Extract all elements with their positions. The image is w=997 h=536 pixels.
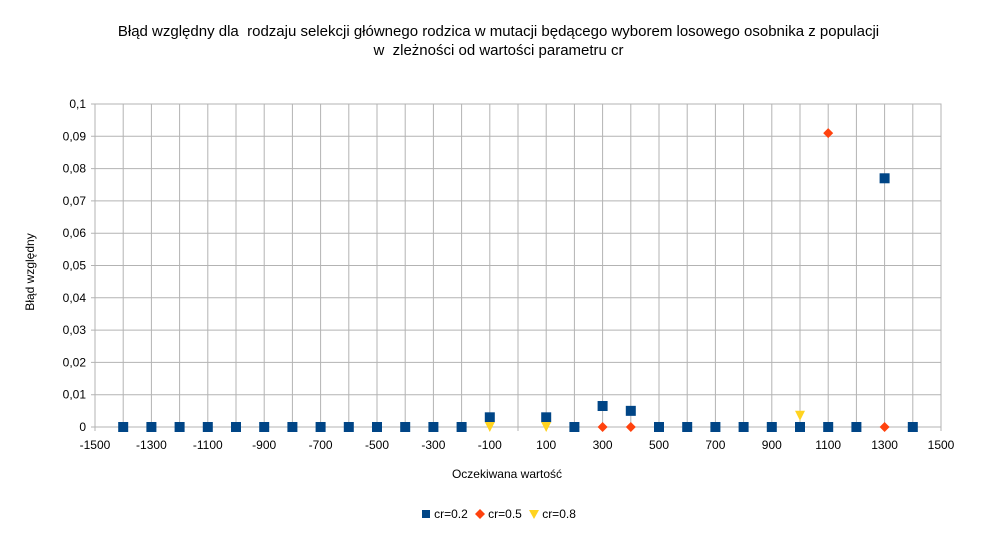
data-point-cr-0-5 xyxy=(625,422,636,432)
data-point-cr-0-2 xyxy=(231,422,241,432)
data-point-cr-0-2 xyxy=(597,401,608,412)
x-axis-label: Oczekiwana wartość xyxy=(452,467,562,481)
data-point-cr-0-2 xyxy=(343,422,354,432)
x-tick-label: -900 xyxy=(252,438,276,452)
x-tick-label: 300 xyxy=(593,438,613,452)
data-point-cr-0-5 xyxy=(823,128,834,139)
data-point-cr-0-2 xyxy=(766,422,777,432)
x-tick-label: 900 xyxy=(762,438,782,452)
data-point-cr-0-2 xyxy=(851,422,862,432)
data-point-cr-0-2 xyxy=(174,422,185,432)
legend-item-cr-0-5: cr=0.5 xyxy=(475,507,522,521)
x-tick-label: 1100 xyxy=(815,438,841,452)
legend-item-cr-0-2: cr=0.2 xyxy=(421,507,468,521)
y-tick-label: 0 xyxy=(79,420,86,434)
x-tick-label: 500 xyxy=(649,438,669,452)
data-point-cr-0-2 xyxy=(259,422,270,432)
x-tick-label: -100 xyxy=(478,438,502,452)
data-point-cr-0-2 xyxy=(823,422,834,432)
data-point-cr-0-5 xyxy=(879,422,890,432)
legend-label: cr=0.8 xyxy=(542,507,576,521)
y-tick-label: 0,01 xyxy=(63,388,87,402)
data-point-cr-0-8 xyxy=(795,410,805,421)
y-tick-label: 0,09 xyxy=(63,129,87,143)
data-point-cr-0-2 xyxy=(146,422,157,432)
y-tick-label: 0,02 xyxy=(63,355,87,369)
y-tick-label: 0,07 xyxy=(63,194,87,208)
y-tick-label: 0,05 xyxy=(63,259,87,273)
data-point-cr-0-8 xyxy=(541,422,552,432)
data-point-cr-0-2 xyxy=(287,422,298,432)
data-point-cr-0-2 xyxy=(738,422,749,432)
x-tick-label: -300 xyxy=(421,438,445,452)
x-tick-label: 1500 xyxy=(928,438,955,452)
data-point-cr-0-2 xyxy=(654,422,664,432)
chart-title-line-1: Błąd względny dla rodzaju selekcji główn… xyxy=(117,23,880,40)
y-tick-label: 0,1 xyxy=(69,97,86,111)
plot-area xyxy=(94,103,942,428)
x-tick-label: -1500 xyxy=(80,438,111,452)
data-point-cr-0-2 xyxy=(428,422,439,432)
data-point-cr-0-5 xyxy=(597,422,608,432)
legend: cr=0.2 cr=0.5 cr=0.8 xyxy=(0,507,997,522)
data-point-cr-0-2 xyxy=(879,173,890,184)
legend-label: cr=0.2 xyxy=(434,507,468,521)
x-tick-label: -700 xyxy=(309,438,333,452)
data-point-cr-0-2 xyxy=(315,422,326,432)
legend-label: cr=0.5 xyxy=(488,507,522,521)
chart-title: Błąd względny dla rodzaju selekcji główn… xyxy=(0,22,997,60)
data-point-cr-0-8 xyxy=(484,422,495,432)
chart-title-line-2: w zleżności od wartości parametru cr xyxy=(373,42,624,59)
diamond-marker-icon xyxy=(475,509,486,519)
x-tick-label: -500 xyxy=(365,438,389,452)
data-point-cr-0-2 xyxy=(456,422,467,432)
square-marker-icon xyxy=(422,510,431,518)
tick-labels: 0 0,01 0,02 0,03 0,04 0,05 0,06 0,07 0,08 0,09 0,1… xyxy=(63,97,955,452)
x-tick-label: 700 xyxy=(705,438,725,452)
data-point-cr-0-2 xyxy=(541,412,552,423)
y-tick-label: 0,03 xyxy=(63,323,87,337)
triangle-marker-icon xyxy=(529,510,540,519)
x-tick-label: -1100 xyxy=(193,438,223,452)
data-point-cr-0-2 xyxy=(625,405,636,416)
data-point-cr-0-2 xyxy=(484,412,495,423)
x-tick-label: 1300 xyxy=(871,438,898,452)
data-point-cr-0-2 xyxy=(569,422,580,432)
x-tick-label: 100 xyxy=(536,438,556,452)
legend-item-cr-0-8: cr=0.8 xyxy=(529,507,576,521)
grid xyxy=(91,103,942,431)
y-axis-label: Błąd względny xyxy=(23,233,37,310)
data-point-cr-0-2 xyxy=(710,422,721,432)
axes xyxy=(94,103,942,428)
data-point-cr-0-2 xyxy=(682,422,693,432)
data-points xyxy=(118,128,918,432)
y-tick-label: 0,06 xyxy=(63,226,87,240)
x-tick-label: -1300 xyxy=(136,438,167,452)
data-point-cr-0-2 xyxy=(372,422,382,432)
data-point-cr-0-2 xyxy=(118,422,129,432)
y-tick-label: 0,04 xyxy=(63,291,87,305)
data-point-cr-0-2 xyxy=(202,422,213,432)
y-tick-label: 0,08 xyxy=(63,162,87,176)
data-point-cr-0-2 xyxy=(795,422,805,432)
data-point-cr-0-2 xyxy=(400,422,411,432)
data-point-cr-0-2 xyxy=(907,422,918,432)
